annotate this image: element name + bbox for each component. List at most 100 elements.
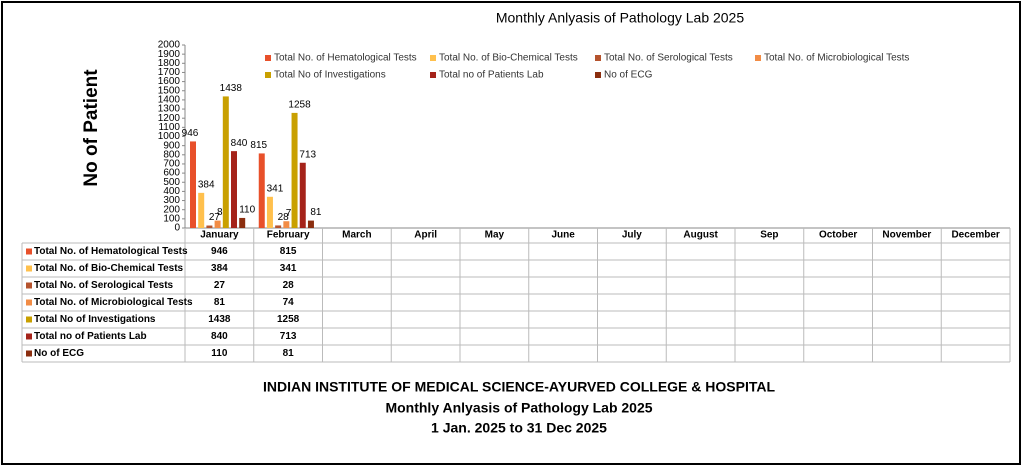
data-label: 341 bbox=[267, 183, 284, 194]
bar bbox=[198, 192, 205, 228]
table-swatch bbox=[26, 333, 32, 340]
bar bbox=[231, 151, 237, 228]
bar bbox=[258, 153, 265, 228]
table-row-label: Total No. of Serological Tests bbox=[34, 280, 174, 291]
y-tick-label: 1100 bbox=[158, 122, 180, 133]
legend-swatch bbox=[265, 72, 271, 78]
table-swatch bbox=[26, 299, 32, 306]
table-cell: 815 bbox=[280, 246, 297, 257]
y-tick-label: 1000 bbox=[158, 131, 181, 142]
y-tick-label: 1700 bbox=[158, 67, 181, 78]
legend-label: Total No. of Serological Tests bbox=[604, 53, 733, 64]
footer-line: INDIAN INSTITUTE OF MEDICAL SCIENCE-AYUR… bbox=[263, 379, 776, 395]
legend-label: Total no of Patients Lab bbox=[439, 70, 544, 81]
data-label: 27 bbox=[209, 212, 221, 223]
bar bbox=[239, 217, 246, 228]
y-tick-label: 2000 bbox=[158, 40, 181, 51]
y-tick-label: 1600 bbox=[158, 76, 181, 87]
y-tick-label: 200 bbox=[163, 204, 180, 215]
y-tick-label: 1300 bbox=[158, 104, 181, 115]
x-tick-label: November bbox=[882, 230, 931, 241]
data-label: 81 bbox=[310, 207, 322, 218]
table-cell: 28 bbox=[283, 280, 295, 291]
table-row-label: Total No. of Microbiological Tests bbox=[34, 297, 193, 308]
table-swatch bbox=[26, 265, 32, 272]
y-tick-label: 500 bbox=[163, 177, 180, 188]
y-tick-label: 1400 bbox=[158, 95, 181, 106]
x-tick-label: December bbox=[951, 230, 999, 241]
bar bbox=[307, 220, 314, 228]
bar bbox=[266, 196, 273, 228]
table-cell: 713 bbox=[280, 331, 297, 342]
legend-label: Total No. of Hematological Tests bbox=[274, 53, 417, 64]
chart-title: Monthly Anlyasis of Pathology Lab 2025 bbox=[496, 10, 744, 26]
legend-label: Total No. of Bio-Chemical Tests bbox=[439, 53, 578, 64]
y-tick-label: 400 bbox=[163, 186, 180, 197]
data-label: 1438 bbox=[220, 83, 243, 94]
data-label: 713 bbox=[299, 149, 316, 160]
table-swatch bbox=[26, 282, 32, 289]
x-tick-label: June bbox=[551, 230, 575, 241]
footer-line: 1 Jan. 2025 to 31 Dec 2025 bbox=[431, 420, 607, 436]
table-cell: 110 bbox=[211, 348, 228, 359]
x-tick-label: Sep bbox=[760, 230, 778, 241]
x-tick-label: July bbox=[622, 230, 642, 241]
legend-label: No of ECG bbox=[604, 70, 653, 81]
y-tick-label: 1500 bbox=[158, 85, 181, 96]
x-tick-label: May bbox=[485, 230, 505, 241]
table-swatch bbox=[26, 350, 32, 357]
bar bbox=[283, 221, 290, 228]
table-cell: 1258 bbox=[277, 314, 300, 325]
legend-swatch bbox=[430, 72, 436, 78]
y-tick-label: 100 bbox=[163, 213, 180, 224]
data-label: 110 bbox=[239, 205, 255, 216]
legend-swatch bbox=[595, 55, 601, 61]
table-row-label: Total No. of Bio-Chemical Tests bbox=[34, 263, 184, 274]
data-label: 946 bbox=[182, 128, 199, 139]
x-tick-label: February bbox=[267, 230, 310, 241]
y-tick-label: 900 bbox=[163, 140, 180, 151]
x-tick-label: January bbox=[200, 230, 239, 241]
y-tick-label: 700 bbox=[163, 159, 180, 170]
x-tick-label: March bbox=[342, 230, 371, 241]
legend-swatch bbox=[430, 55, 436, 61]
table-cell: 341 bbox=[280, 263, 297, 274]
table-cell: 946 bbox=[211, 246, 228, 257]
table-cell: 27 bbox=[214, 280, 226, 291]
data-label: 815 bbox=[250, 140, 267, 151]
y-tick-label: 1200 bbox=[158, 113, 181, 124]
table-cell: 81 bbox=[214, 297, 226, 308]
bar bbox=[190, 141, 196, 228]
footer-line: Monthly Anlyasis of Pathology Lab 2025 bbox=[385, 400, 652, 416]
legend-swatch bbox=[595, 72, 601, 78]
table-swatch bbox=[26, 248, 32, 255]
table-cell: 384 bbox=[211, 263, 228, 274]
table-cell: 840 bbox=[211, 331, 228, 342]
x-tick-label: October bbox=[819, 230, 857, 241]
legend-label: Total No. of Microbiological Tests bbox=[764, 53, 909, 64]
y-tick-label: 600 bbox=[163, 168, 180, 179]
bar bbox=[214, 220, 221, 228]
table-row-label: Total No. of Hematological Tests bbox=[34, 246, 188, 257]
data-label: 840 bbox=[231, 138, 248, 149]
table-cell: 74 bbox=[283, 297, 295, 308]
bar bbox=[275, 225, 282, 228]
table-swatch bbox=[26, 316, 32, 323]
y-axis-label: No of Patient bbox=[81, 69, 102, 187]
table-cell: 1438 bbox=[208, 314, 231, 325]
bar bbox=[291, 112, 298, 228]
y-tick-label: 800 bbox=[163, 149, 180, 160]
y-tick-label: 1800 bbox=[158, 58, 181, 69]
table-row-label: No of ECG bbox=[34, 348, 84, 359]
x-tick-label: August bbox=[683, 230, 718, 241]
y-tick-label: 0 bbox=[174, 223, 180, 234]
legend-swatch bbox=[265, 55, 271, 61]
y-tick-label: 300 bbox=[163, 195, 180, 206]
table-cell: 81 bbox=[283, 348, 295, 359]
table-row-label: Total no of Patients Lab bbox=[34, 331, 147, 342]
data-label: 1258 bbox=[288, 100, 311, 111]
y-tick-label: 1900 bbox=[158, 49, 181, 60]
data-label: 384 bbox=[198, 180, 215, 191]
